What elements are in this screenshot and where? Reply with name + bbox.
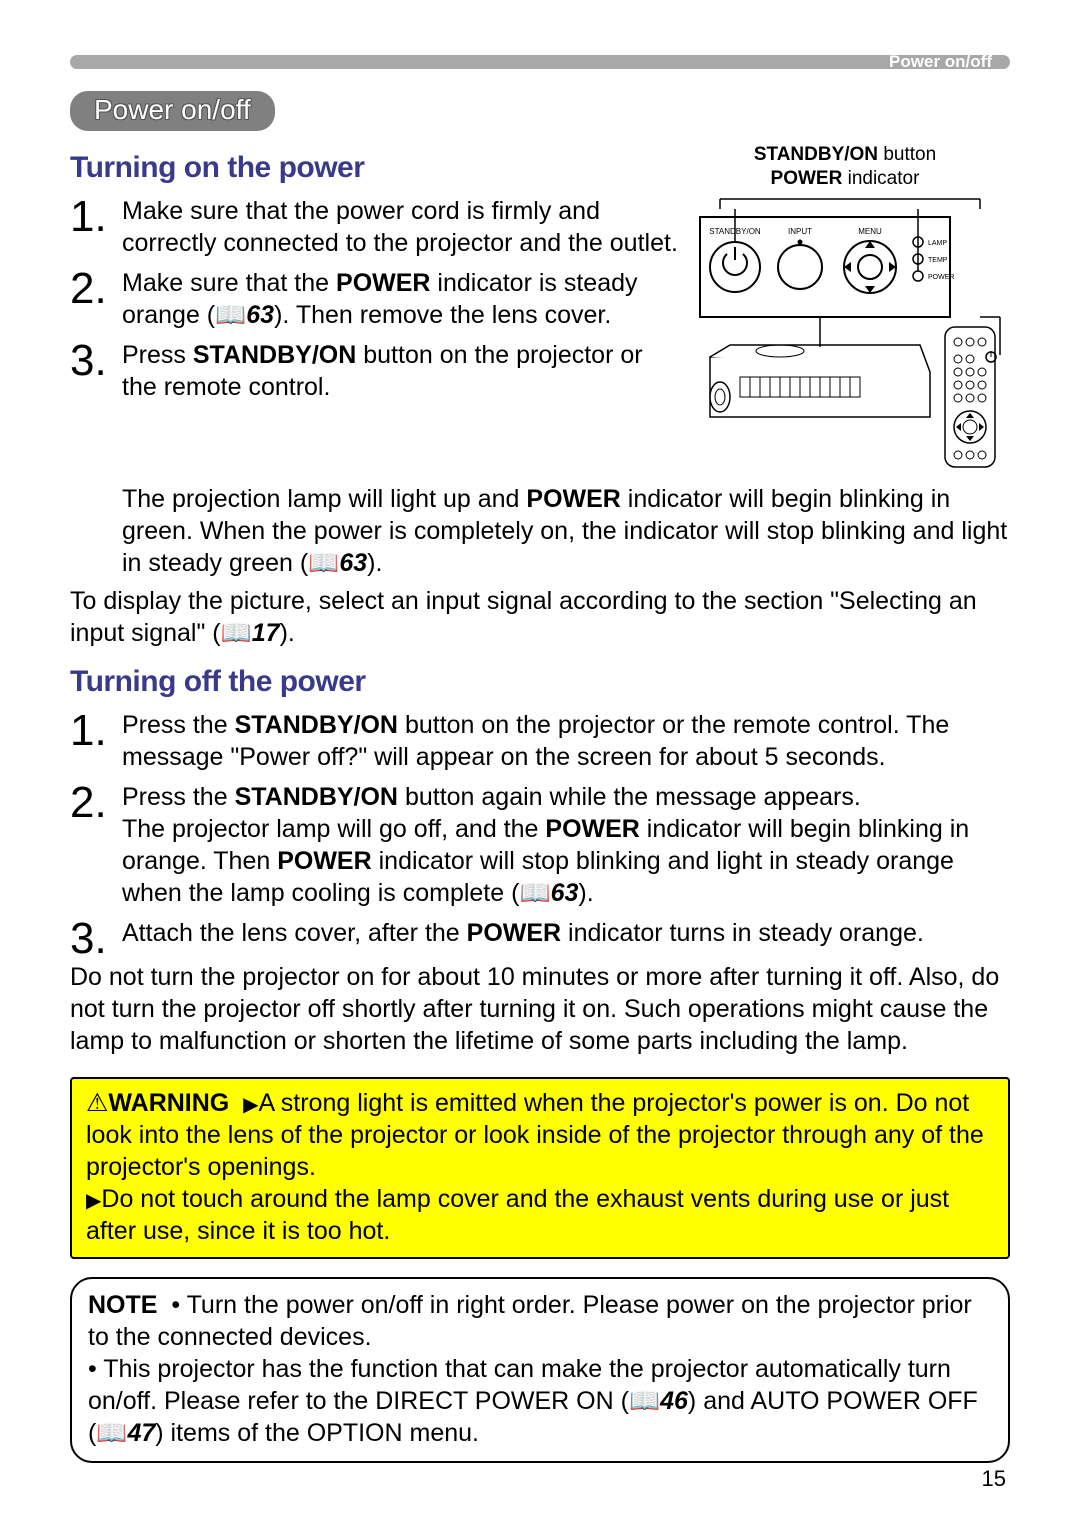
steps-off: Press the STANDBY/ON button on the proje… bbox=[70, 709, 1010, 949]
bold: POWER bbox=[545, 815, 639, 843]
text: The projector lamp will go off, and the bbox=[122, 815, 545, 843]
text: The projection lamp will light up and bbox=[122, 485, 526, 513]
text: Press the bbox=[122, 711, 235, 739]
ref: 63 bbox=[551, 879, 579, 907]
svg-label: INPUT bbox=[788, 227, 812, 236]
breadcrumb: Power on/off bbox=[889, 52, 992, 72]
text: ). bbox=[367, 549, 382, 577]
bold: STANDBY/ON bbox=[235, 783, 398, 811]
book-icon: 📖 bbox=[308, 549, 339, 577]
page-number: 15 bbox=[982, 1466, 1006, 1492]
bold: POWER bbox=[277, 847, 371, 875]
pill-title: Power on/off bbox=[70, 91, 275, 131]
step-on-1: Make sure that the power cord is firmly … bbox=[70, 195, 680, 259]
ref: 63 bbox=[339, 549, 367, 577]
step-on-3: Press STANDBY/ON button on the projector… bbox=[70, 339, 680, 403]
text: button again while the message appears. bbox=[398, 783, 861, 811]
svg-label: MENU bbox=[858, 227, 882, 236]
svg-label: TEMP bbox=[928, 257, 948, 264]
warning-label: WARNING bbox=[108, 1089, 229, 1117]
note-text: ) and bbox=[688, 1387, 751, 1415]
after-off: Do not turn the projector on for about 1… bbox=[70, 961, 1010, 1057]
book-icon: 📖 bbox=[96, 1419, 127, 1447]
note-text: Turn the power on/off in right order. Pl… bbox=[88, 1291, 972, 1351]
book-icon: 📖 bbox=[215, 301, 246, 329]
step-off-3: Attach the lens cover, after the POWER i… bbox=[70, 917, 1010, 949]
diagram-label: indicator bbox=[842, 168, 919, 189]
book-icon: 📖 bbox=[519, 879, 550, 907]
section-off-title: Turning off the power bbox=[70, 665, 1010, 699]
svg-label: POWER bbox=[928, 274, 954, 281]
ref: 63 bbox=[246, 301, 274, 329]
section-on-title: Turning on the power bbox=[70, 151, 680, 185]
header-bar: Power on/off bbox=[70, 55, 1010, 69]
text: To display the picture, select an input … bbox=[70, 587, 977, 647]
bold: STANDBY/ON bbox=[193, 341, 356, 369]
diagram-label: POWER bbox=[771, 168, 843, 189]
text: ). bbox=[578, 879, 593, 907]
triangle-icon: ▶ bbox=[86, 1190, 101, 1212]
after-on: To display the picture, select an input … bbox=[70, 585, 1010, 649]
note-box: NOTE • Turn the power on/off in right or… bbox=[70, 1277, 1010, 1463]
step-text: Make sure that the power cord is firmly … bbox=[122, 197, 678, 257]
step-off-1: Press the STANDBY/ON button on the proje… bbox=[70, 709, 1010, 773]
note-text: AUTO POWER OFF bbox=[750, 1387, 977, 1415]
diagram-label: button bbox=[878, 144, 936, 165]
warning-text: Do not touch around the lamp cover and t… bbox=[86, 1185, 949, 1245]
step-off-2: Press the STANDBY/ON button again while … bbox=[70, 781, 1010, 909]
step3-continuation: The projection lamp will light up and PO… bbox=[70, 483, 1010, 579]
book-icon: 📖 bbox=[221, 619, 252, 647]
ref: 17 bbox=[252, 619, 280, 647]
bold: STANDBY/ON bbox=[235, 711, 398, 739]
projector-svg: STANDBY/ON INPUT MENU LAMP TEMP POWER bbox=[680, 197, 1010, 477]
triangle-icon: ▶ bbox=[243, 1094, 258, 1116]
note-label: NOTE bbox=[88, 1291, 157, 1319]
text: ). bbox=[280, 619, 295, 647]
diagram: STANDBY/ON button POWER indicator STANDB… bbox=[680, 143, 1010, 477]
step-text: ). Then remove the lens cover. bbox=[274, 301, 611, 329]
ref: 47 bbox=[127, 1419, 155, 1447]
book-icon: 📖 bbox=[629, 1387, 660, 1415]
warn-icon: ⚠ bbox=[86, 1089, 108, 1117]
diagram-label: STANDBY/ON bbox=[754, 144, 878, 165]
svg-label: LAMP bbox=[928, 240, 947, 247]
step-text: Press bbox=[122, 341, 193, 369]
steps-on: Make sure that the power cord is firmly … bbox=[70, 195, 680, 403]
text: Press the bbox=[122, 783, 235, 811]
text: Attach the lens cover, after the bbox=[122, 919, 467, 947]
bold: POWER bbox=[526, 485, 620, 513]
note-text: ) items of the OPTION menu. bbox=[155, 1419, 479, 1447]
note-text: DIRECT POWER ON bbox=[375, 1387, 613, 1415]
step-text: Make sure that the bbox=[122, 269, 336, 297]
bold: POWER bbox=[467, 919, 561, 947]
text: indicator turns in steady orange. bbox=[561, 919, 924, 947]
step-on-2: Make sure that the POWER indicator is st… bbox=[70, 267, 680, 331]
ref: 46 bbox=[660, 1387, 688, 1415]
bold: POWER bbox=[336, 269, 430, 297]
warning-box: ⚠WARNING ▶A strong light is emitted when… bbox=[70, 1077, 1010, 1259]
